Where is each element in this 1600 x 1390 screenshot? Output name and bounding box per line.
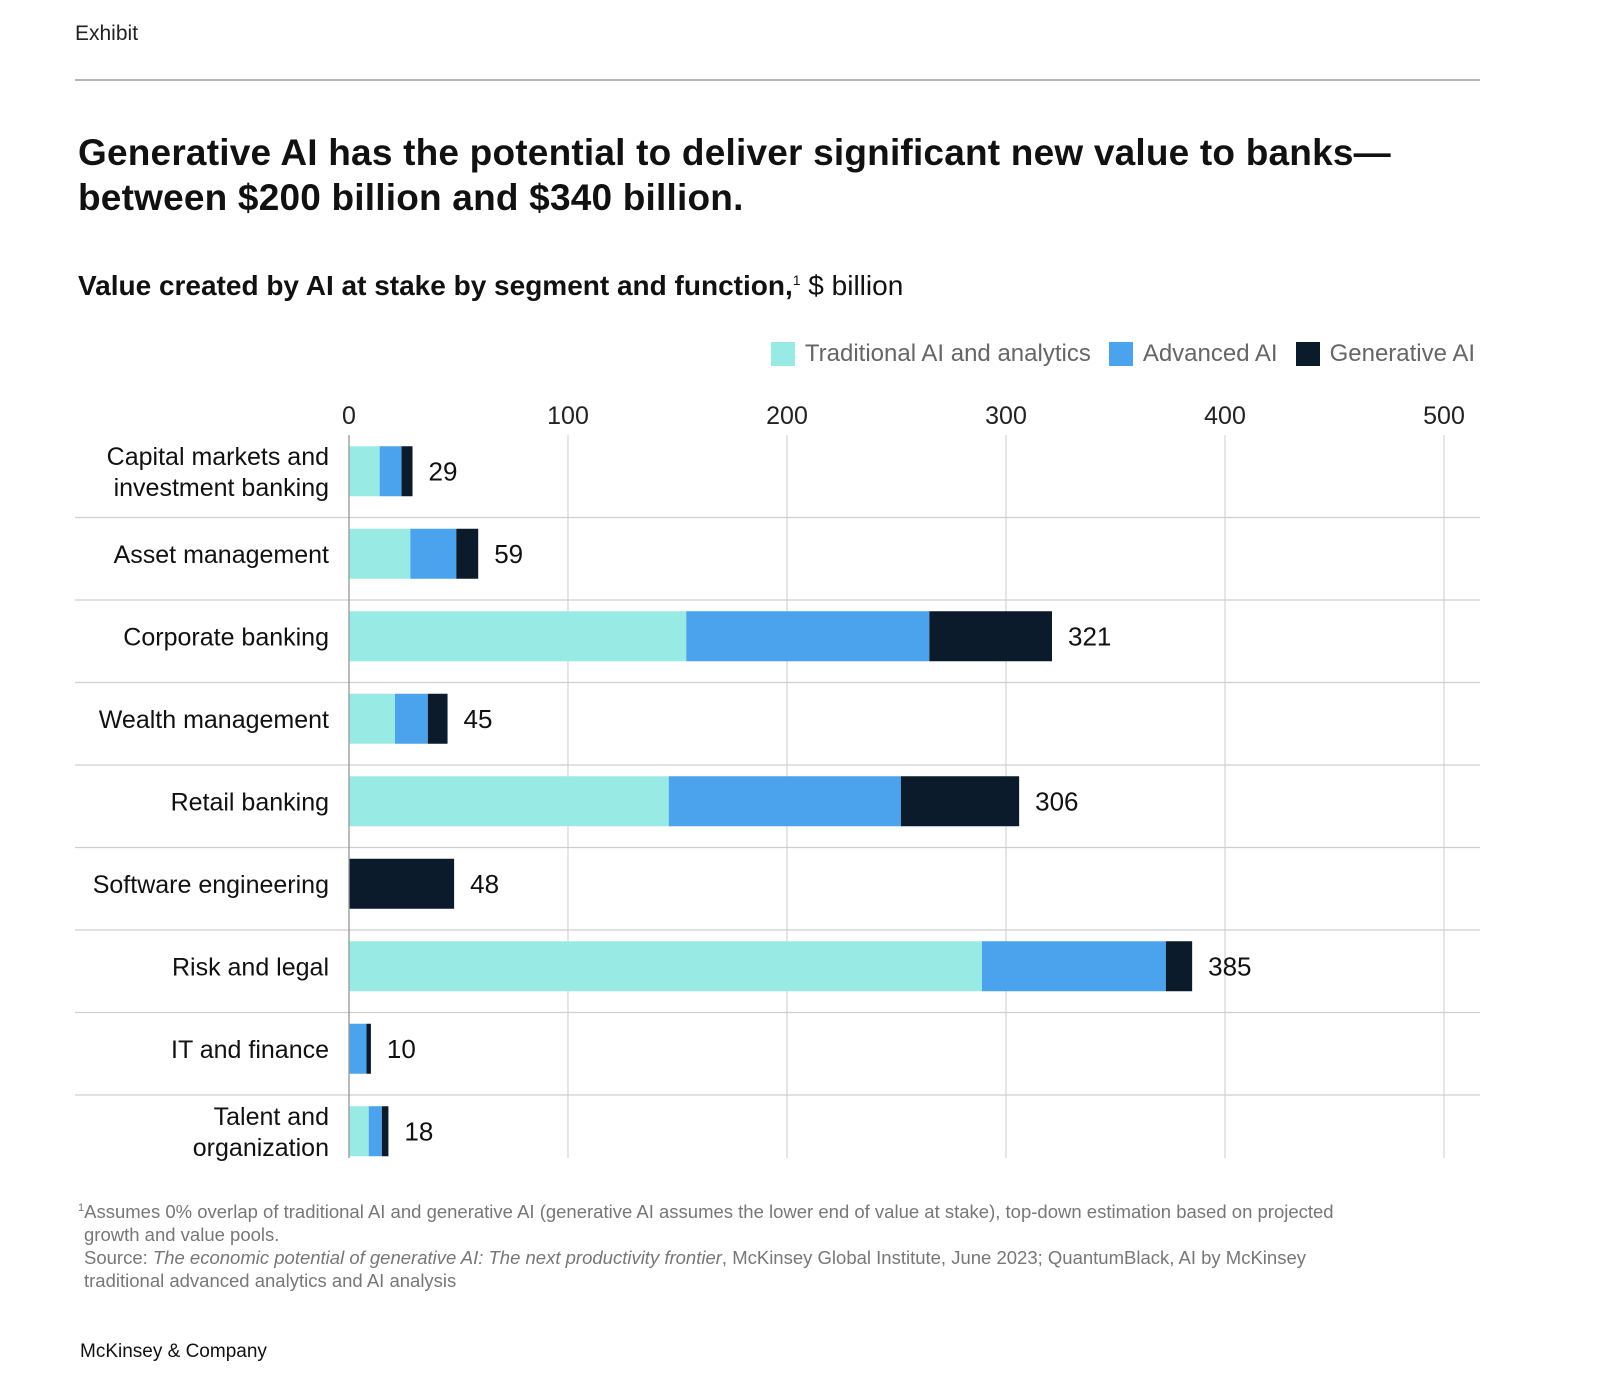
source-title: The economic potential of generative AI:… xyxy=(152,1247,722,1269)
bar-advanced-0 xyxy=(379,446,402,497)
legend-swatch-advanced xyxy=(1108,342,1133,366)
chart-subtitle: Value created by AI at stake by segment … xyxy=(78,270,903,302)
bar-advanced-7 xyxy=(349,1023,367,1074)
bar-traditional-3 xyxy=(349,693,395,744)
bar-traditional-0 xyxy=(349,446,380,497)
x-tick-label-100: 100 xyxy=(547,402,589,430)
brand-logo-text: McKinsey & Company xyxy=(80,1341,267,1362)
x-tick-label-500: 500 xyxy=(1423,402,1465,430)
footnote-1-text: Assumes 0% overlap of traditional AI and… xyxy=(84,1201,1334,1223)
category-label-1-0: Asset management xyxy=(114,541,329,569)
x-tick-label-0: 0 xyxy=(342,402,356,430)
category-label-5-0: Software engineering xyxy=(93,871,329,899)
legend-swatch-generative xyxy=(1295,342,1320,366)
category-label-7-0: IT and finance xyxy=(171,1036,329,1064)
legend-item-generative: Generative AI xyxy=(1295,340,1475,368)
bar-advanced-2 xyxy=(686,611,930,662)
bar-generative-1 xyxy=(456,528,479,579)
total-label-6: 385 xyxy=(1208,951,1251,981)
category-label-0-1: investment banking xyxy=(114,474,329,502)
total-label-8: 18 xyxy=(404,1116,433,1146)
legend: Traditional AI and analytics Advanced AI… xyxy=(753,340,1475,368)
category-label-0-0: Capital markets and xyxy=(107,443,329,471)
legend-swatch-traditional xyxy=(770,342,795,366)
x-tick-label-200: 200 xyxy=(766,402,808,430)
bar-advanced-8 xyxy=(368,1106,382,1157)
bar-generative-5 xyxy=(349,858,455,909)
bar-generative-7 xyxy=(366,1023,371,1074)
total-label-4: 306 xyxy=(1035,786,1078,816)
bar-traditional-4 xyxy=(349,776,669,827)
bar-generative-4 xyxy=(900,776,1020,827)
footnote-1-marker: 1 xyxy=(78,1202,85,1214)
total-label-3: 45 xyxy=(464,704,493,734)
bar-generative-2 xyxy=(929,611,1052,662)
source-note-continued: traditional advanced analytics and AI an… xyxy=(84,1270,457,1292)
top-divider xyxy=(75,79,1480,81)
legend-item-traditional: Traditional AI and analytics xyxy=(770,340,1091,368)
category-label-3-0: Wealth management xyxy=(99,706,329,734)
footnotes: 1Assumes 0% overlap of traditional AI an… xyxy=(78,1197,1498,1292)
bar-advanced-3 xyxy=(394,693,428,744)
legend-item-advanced: Advanced AI xyxy=(1108,340,1278,368)
legend-label-generative: Generative AI xyxy=(1329,340,1475,367)
category-label-8-1: organization xyxy=(193,1134,329,1162)
category-label-8-0: Talent and xyxy=(214,1103,329,1131)
source-rest: , McKinsey Global Institute, June 2023; … xyxy=(721,1247,1306,1269)
exhibit-label: Exhibit xyxy=(75,22,139,45)
x-tick-label-400: 400 xyxy=(1204,402,1246,430)
subtitle-text: Value created by AI at stake by segment … xyxy=(78,270,793,301)
bar-generative-6 xyxy=(1165,941,1193,992)
chart-title-line-2: between $200 billion and $340 billion. xyxy=(78,177,744,218)
category-label-6-0: Risk and legal xyxy=(172,953,329,981)
category-label-2-0: Corporate banking xyxy=(123,623,329,651)
legend-label-advanced: Advanced AI xyxy=(1142,340,1278,367)
total-label-5: 48 xyxy=(470,869,499,899)
chart-title: Generative AI has the potential to deliv… xyxy=(78,130,1478,220)
bar-generative-0 xyxy=(401,446,413,497)
total-label-2: 321 xyxy=(1068,621,1111,651)
footnote-1: 1Assumes 0% overlap of traditional AI an… xyxy=(78,1197,1498,1223)
legend-label-traditional: Traditional AI and analytics xyxy=(804,340,1091,367)
bar-traditional-6 xyxy=(349,941,982,992)
bar-advanced-6 xyxy=(981,941,1166,992)
bar-traditional-1 xyxy=(349,528,411,579)
bar-advanced-1 xyxy=(410,528,457,579)
total-label-0: 29 xyxy=(429,456,458,486)
bar-advanced-4 xyxy=(668,776,901,827)
footnote-1-continued: growth and value pools. xyxy=(84,1224,280,1246)
source-label: Source: xyxy=(84,1247,153,1269)
x-tick-label-300: 300 xyxy=(985,402,1027,430)
bar-generative-3 xyxy=(427,693,448,744)
subtitle-footnote-marker: 1 xyxy=(792,272,801,288)
source-note: Source: The economic potential of genera… xyxy=(78,1246,1498,1269)
subtitle-unit: $ billion xyxy=(800,270,904,301)
total-label-1: 59 xyxy=(494,539,523,569)
total-label-7: 10 xyxy=(387,1034,416,1064)
bar-generative-8 xyxy=(381,1106,389,1157)
bar-traditional-8 xyxy=(349,1106,369,1157)
chart-title-line-1: Generative AI has the potential to deliv… xyxy=(78,132,1391,173)
category-label-4-0: Retail banking xyxy=(171,788,329,816)
stacked-bar-chart: 0 100 200 300 400 500 29 Capital markets and inv… xyxy=(75,402,1480,1162)
bar-traditional-2 xyxy=(349,611,687,662)
